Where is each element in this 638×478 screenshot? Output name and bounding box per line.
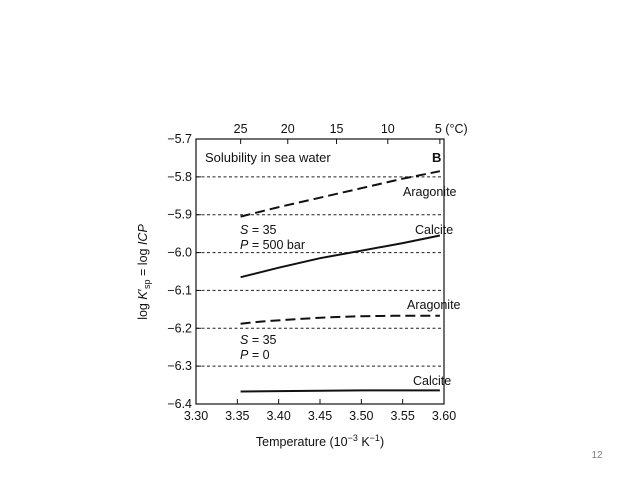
y-tick-label: −6.1 [167,283,192,297]
y-tick-label: −6.2 [167,321,192,335]
series-layer [240,170,441,393]
series-line-aragonite [240,170,441,218]
condition-low-s: S = 35 [240,333,277,347]
y-axis-title: log K′sp = log ICP [136,224,152,320]
series-line-calcite [240,389,440,393]
ticks-layer: 3.30 3.35 3.40 3.45 3.50 3.55 3.60 −5.7 −5.8 −5.9… [167,122,467,423]
label-aragonite-high: Aragonite [403,185,457,199]
y-tick-label: −6.4 [167,397,192,411]
y-tick-label: −5.9 [167,208,192,222]
label-calcite-high: Calcite [415,223,453,237]
panel-label: B [432,150,441,165]
x-tick-label: 3.60 [432,409,456,423]
x-tick-label: 3.45 [308,409,332,423]
label-aragonite-low: Aragonite [407,298,461,312]
x-tick-label: 3.55 [390,409,414,423]
top-tick-label: 15 [330,122,344,136]
top-tick-label: 25 [234,122,248,136]
x-tick-label: 3.30 [184,409,208,423]
page-number: 12 [591,450,603,461]
x-axis-title: Temperature (10−3 K−1) [256,433,384,449]
y-tick-label: −5.7 [167,132,192,146]
label-calcite-low: Calcite [413,374,451,388]
top-tick-label: 20 [281,122,295,136]
y-tick-label: −5.8 [167,170,192,184]
series-line-aragonite [240,314,440,325]
condition-low-p: P = 0 [240,348,270,362]
x-tick-label: 3.50 [349,409,373,423]
y-tick-label: −6.0 [167,246,192,260]
x-tick-label: 3.35 [225,409,249,423]
gridlines [196,176,444,367]
condition-high-s: S = 35 [240,223,277,237]
condition-high-p: P = 500 bar [240,238,305,252]
top-tick-label: 5 (°C) [435,122,468,136]
series-line-calcite [240,234,441,279]
top-tick-label: 10 [381,122,395,136]
x-tick-label: 3.40 [266,409,290,423]
chart-title: Solubility in sea water [205,150,331,165]
y-tick-label: −6.3 [167,359,192,373]
